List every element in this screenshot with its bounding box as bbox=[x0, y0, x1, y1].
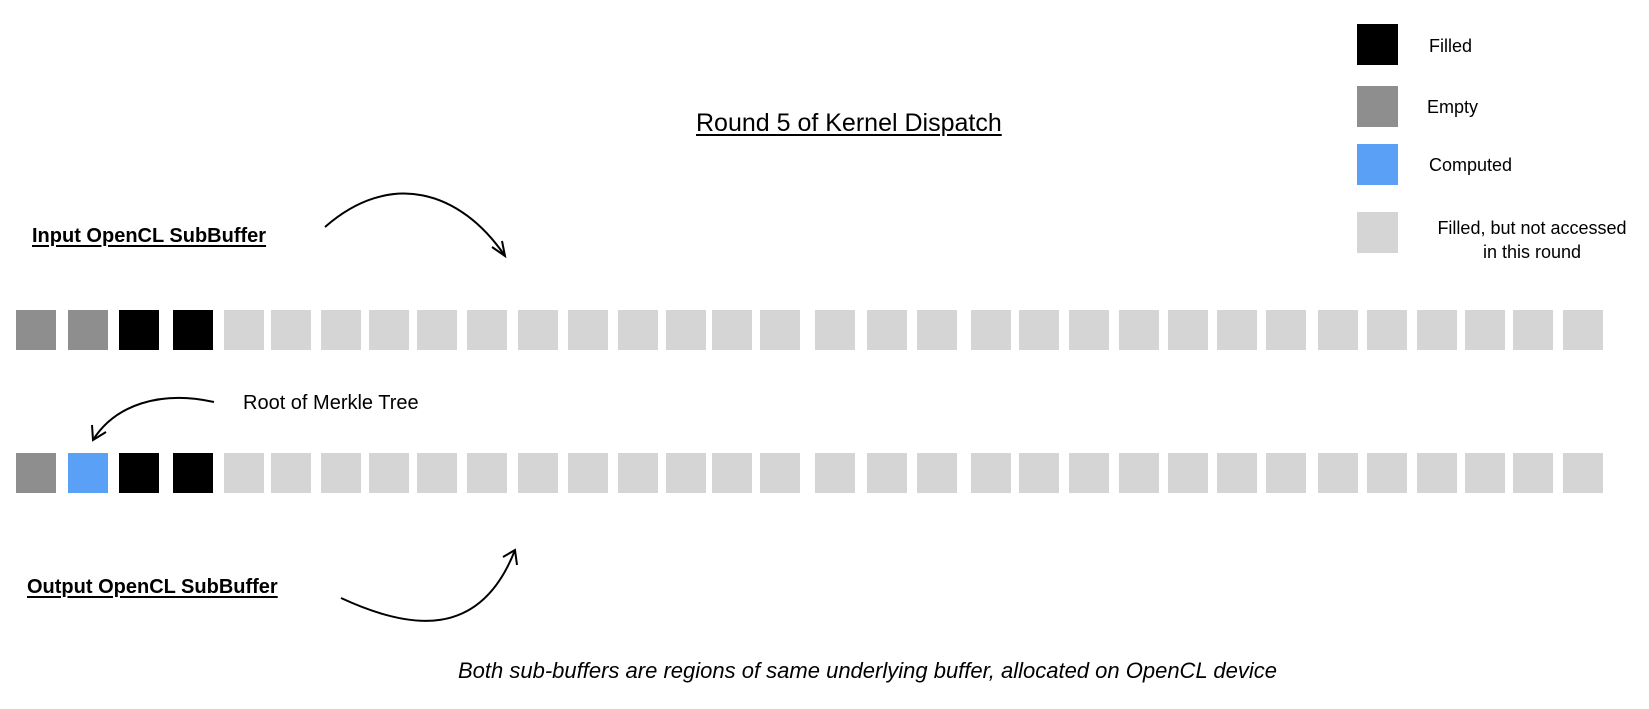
output-cell-not-accessed bbox=[1217, 453, 1257, 493]
input-arrowhead bbox=[491, 240, 507, 259]
legend-swatch-filled bbox=[1357, 24, 1398, 65]
footnote: Both sub-buffers are regions of same und… bbox=[458, 658, 1277, 683]
input-cell-not-accessed bbox=[815, 310, 855, 350]
input-cell-filled bbox=[173, 310, 213, 350]
input-cell-not-accessed bbox=[666, 310, 706, 350]
input-cell-not-accessed bbox=[760, 310, 800, 350]
root-arrowhead bbox=[91, 424, 107, 442]
input-cell-not-accessed bbox=[1168, 310, 1208, 350]
output-cell-not-accessed bbox=[1266, 453, 1306, 493]
output-cell-not-accessed bbox=[867, 453, 907, 493]
legend-swatch-empty bbox=[1357, 86, 1398, 127]
input-cell-empty bbox=[68, 310, 108, 350]
output-cell-empty bbox=[16, 453, 56, 493]
input-cell-not-accessed bbox=[867, 310, 907, 350]
output-cell-computed bbox=[68, 453, 108, 493]
output-cell-not-accessed bbox=[917, 453, 957, 493]
legend-label-not-accessed: Filled, but not accessed in this round bbox=[1437, 218, 1627, 262]
output-cell-not-accessed bbox=[224, 453, 264, 493]
output-cell-not-accessed bbox=[971, 453, 1011, 493]
diagram-title: Round 5 of Kernel Dispatch bbox=[696, 109, 1002, 137]
input-cell-not-accessed bbox=[1563, 310, 1603, 350]
input-cell-not-accessed bbox=[1318, 310, 1358, 350]
output-cell-not-accessed bbox=[1513, 453, 1553, 493]
input-cell-not-accessed bbox=[1465, 310, 1505, 350]
output-cell-filled bbox=[119, 453, 159, 493]
output-cell-not-accessed bbox=[760, 453, 800, 493]
legend-label-filled: Filled bbox=[1429, 36, 1473, 56]
output-cell-not-accessed bbox=[1563, 453, 1603, 493]
output-cell-not-accessed bbox=[467, 453, 507, 493]
output-cell-not-accessed bbox=[568, 453, 608, 493]
input-cell-not-accessed bbox=[618, 310, 658, 350]
output-cell-not-accessed bbox=[1119, 453, 1159, 493]
output-cell-filled bbox=[173, 453, 213, 493]
output-arrow bbox=[340, 549, 516, 622]
input-cell-not-accessed bbox=[467, 310, 507, 350]
legend-label-computed: Computed bbox=[1429, 155, 1513, 175]
output-cell-not-accessed bbox=[1069, 453, 1109, 493]
input-arrow bbox=[324, 192, 506, 257]
input-cell-not-accessed bbox=[1266, 310, 1306, 350]
output-cell-not-accessed bbox=[815, 453, 855, 493]
input-cell-not-accessed bbox=[971, 310, 1011, 350]
input-cell-not-accessed bbox=[1119, 310, 1159, 350]
legend-swatch-not-accessed bbox=[1357, 212, 1398, 253]
output-cell-not-accessed bbox=[1318, 453, 1358, 493]
input-cell-filled bbox=[119, 310, 159, 350]
input-cell-not-accessed bbox=[568, 310, 608, 350]
input-cell-not-accessed bbox=[1367, 310, 1407, 350]
input-cell-not-accessed bbox=[917, 310, 957, 350]
output-cell-not-accessed bbox=[321, 453, 361, 493]
output-cell-not-accessed bbox=[271, 453, 311, 493]
input-cell-not-accessed bbox=[1417, 310, 1457, 350]
output-cell-not-accessed bbox=[1465, 453, 1505, 493]
legend-swatch-computed bbox=[1357, 144, 1398, 185]
input-cell-not-accessed bbox=[1069, 310, 1109, 350]
output-cell-not-accessed bbox=[417, 453, 457, 493]
input-cell-not-accessed bbox=[712, 310, 752, 350]
output-cell-not-accessed bbox=[518, 453, 558, 493]
output-cell-not-accessed bbox=[712, 453, 752, 493]
output-cell-not-accessed bbox=[1367, 453, 1407, 493]
output-cell-not-accessed bbox=[666, 453, 706, 493]
input-cell-not-accessed bbox=[1217, 310, 1257, 350]
input-cell-not-accessed bbox=[417, 310, 457, 350]
output-cell-not-accessed bbox=[1417, 453, 1457, 493]
input-cell-not-accessed bbox=[518, 310, 558, 350]
output-arrowhead bbox=[502, 548, 518, 566]
input-cell-not-accessed bbox=[1513, 310, 1553, 350]
output-cell-not-accessed bbox=[1168, 453, 1208, 493]
output-cell-not-accessed bbox=[1019, 453, 1059, 493]
input-cell-not-accessed bbox=[369, 310, 409, 350]
input-cell-not-accessed bbox=[224, 310, 264, 350]
output-subbuffer-label: Output OpenCL SubBuffer bbox=[27, 576, 278, 598]
output-cell-not-accessed bbox=[618, 453, 658, 493]
root-arrow bbox=[92, 396, 215, 441]
input-subbuffer-label: Input OpenCL SubBuffer bbox=[32, 225, 267, 247]
input-cell-not-accessed bbox=[271, 310, 311, 350]
merkle-root-label: Root of Merkle Tree bbox=[243, 392, 419, 414]
input-cell-empty bbox=[16, 310, 56, 350]
input-cell-not-accessed bbox=[1019, 310, 1059, 350]
output-cell-not-accessed bbox=[369, 453, 409, 493]
legend-label-empty: Empty bbox=[1427, 97, 1479, 117]
input-cell-not-accessed bbox=[321, 310, 361, 350]
